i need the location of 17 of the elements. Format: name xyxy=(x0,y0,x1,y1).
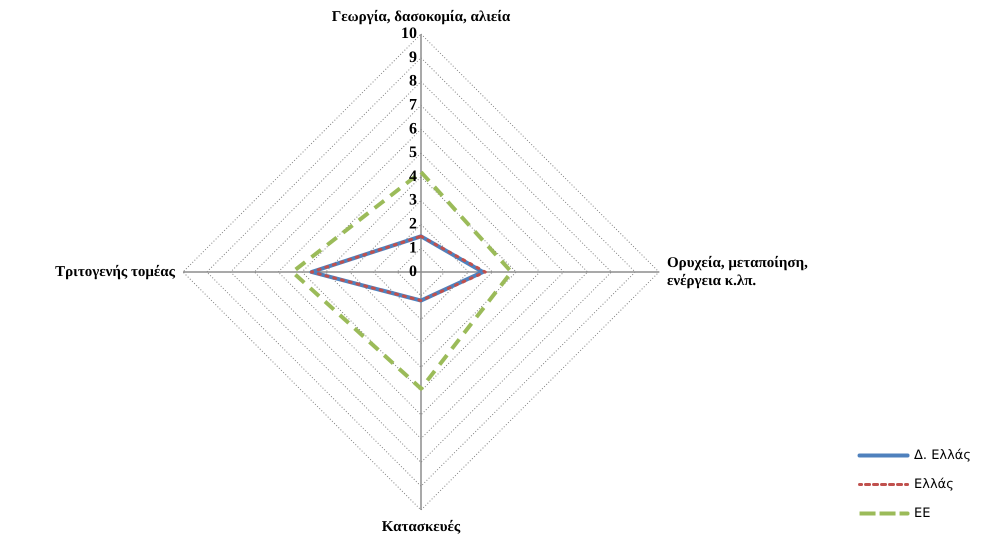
y-tick-label: 1 xyxy=(409,239,417,256)
y-tick-label: 8 xyxy=(409,72,417,90)
spoke-label: Ορυχεία, μεταποίηση, ενέργεια κ.λπ. xyxy=(667,254,808,289)
y-tick-label: 9 xyxy=(409,48,417,66)
legend-label: Δ. Ελλάς xyxy=(914,448,972,463)
legend-label: Ελλάς xyxy=(914,476,954,492)
y-tick-label: 3 xyxy=(409,192,417,209)
y-tick-label: 2 xyxy=(409,216,417,233)
spoke-label: Γεωργία, δασοκομία, αλιεία xyxy=(332,8,511,25)
y-tick-label: 7 xyxy=(409,96,417,114)
y-tick-label: 6 xyxy=(409,120,417,138)
y-tick-label: 5 xyxy=(409,144,417,162)
spoke-label: Κατασκευές xyxy=(382,518,461,535)
spoke-label: Τριτογενής τομέας xyxy=(55,264,176,280)
y-tick-label: 10 xyxy=(401,25,417,42)
y-tick-label: 0 xyxy=(409,263,417,280)
legend-label: ΕΕ xyxy=(914,506,930,521)
